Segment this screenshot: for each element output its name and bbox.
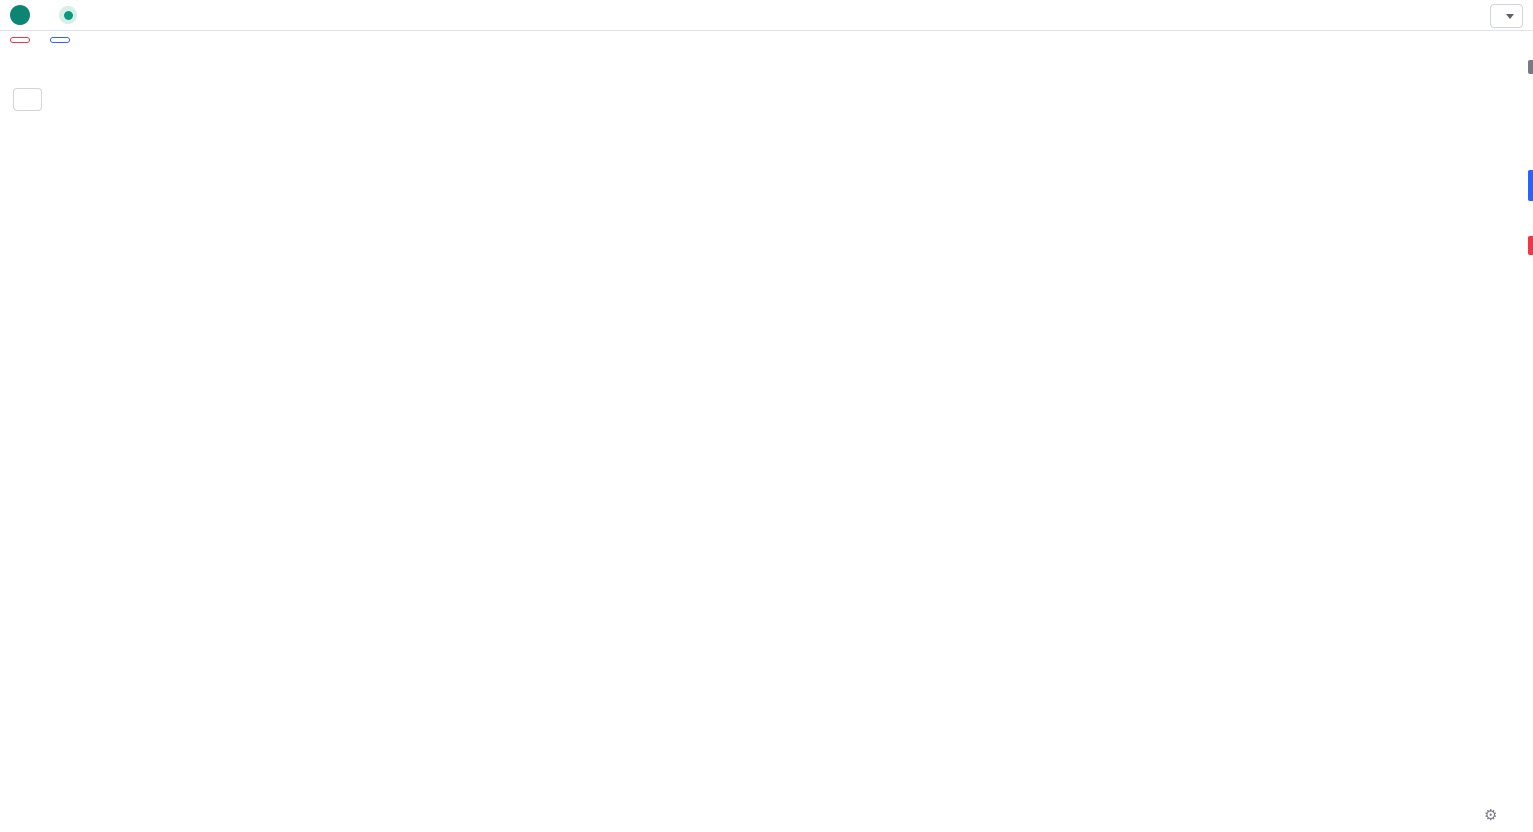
clipped-label-blue: [1528, 170, 1533, 201]
ask-price-label[interactable]: [50, 37, 70, 43]
chart-pane[interactable]: ⚙: [0, 30, 1533, 832]
currency-selector[interactable]: [1490, 4, 1523, 28]
legend-collapse-button[interactable]: [13, 88, 42, 111]
market-open-indicator-icon: [59, 6, 77, 24]
axis-settings-gear-icon[interactable]: ⚙: [1484, 806, 1498, 824]
bid-price-label[interactable]: [10, 37, 30, 43]
clipped-label-gray: [1528, 60, 1533, 74]
chevron-down-icon: [1506, 13, 1514, 19]
cci-legend[interactable]: [10, 729, 18, 743]
atr-legend[interactable]: [10, 690, 18, 704]
quote-legend: [10, 37, 70, 43]
clipped-label-red: [1528, 236, 1533, 255]
symbol-logo-icon: [10, 5, 30, 25]
top-toolbar: [0, 0, 1533, 31]
chart-canvas[interactable]: [0, 30, 1533, 832]
